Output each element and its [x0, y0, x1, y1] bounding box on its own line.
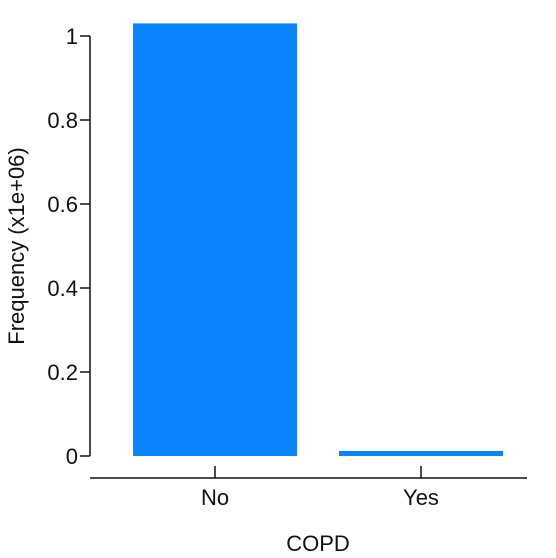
x-axis-ticks: No Yes	[201, 466, 439, 510]
plot-area	[133, 23, 503, 457]
x-tick-label: Yes	[403, 485, 439, 510]
x-axis-title: COPD	[286, 531, 350, 556]
y-tick-label: 0.4	[47, 276, 78, 301]
y-tick-label: 1	[66, 24, 78, 49]
y-tick-label: 0	[66, 444, 78, 469]
y-axis-ticks: 0 0.2 0.4 0.6 0.8 1	[47, 24, 90, 469]
bar-no	[133, 23, 297, 457]
y-tick-label: 0.2	[47, 360, 78, 385]
y-tick-label: 0.6	[47, 192, 78, 217]
y-tick-label: 0.8	[47, 108, 78, 133]
bar-yes	[339, 450, 503, 456]
x-tick-label: No	[201, 485, 229, 510]
y-axis-title: Frequency (x1e+06)	[4, 147, 29, 345]
